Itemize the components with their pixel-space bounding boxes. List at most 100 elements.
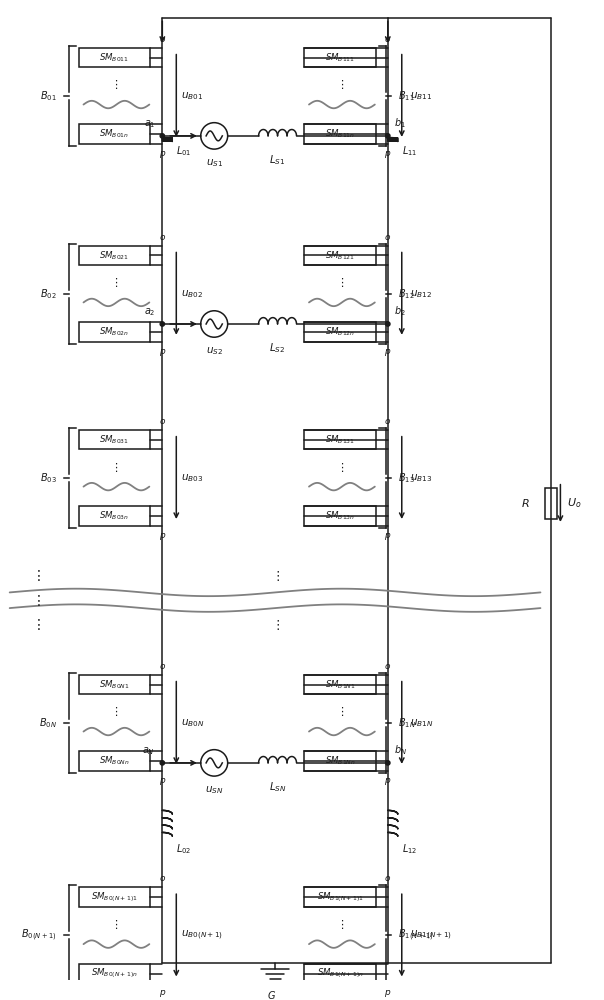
Text: $\vdots$: $\vdots$	[31, 593, 40, 608]
Bar	[79, 124, 150, 144]
Text: $SM_{B011}$: $SM_{B011}$	[100, 51, 129, 64]
Text: $u_{B02}$: $u_{B02}$	[181, 288, 204, 300]
Text: $\vdots$: $\vdots$	[31, 568, 40, 583]
Text: $o$: $o$	[159, 233, 166, 242]
Text: $B_{1N}$: $B_{1N}$	[397, 716, 416, 730]
Bar	[304, 124, 376, 144]
Bar	[304, 675, 376, 694]
Text: $B_{11}$: $B_{11}$	[397, 89, 414, 103]
Text: $u_{B11}$: $u_{B11}$	[410, 90, 432, 102]
Text: $a_1$: $a_1$	[144, 118, 155, 130]
Text: $SM_{B11n}$: $SM_{B11n}$	[325, 128, 355, 140]
Bar	[79, 506, 150, 526]
Text: $b_N$: $b_N$	[394, 743, 407, 757]
Text: $SM_{B12n}$: $SM_{B12n}$	[325, 326, 355, 338]
Text: $SM_{B13n}$: $SM_{B13n}$	[325, 510, 355, 522]
Bar	[79, 322, 150, 342]
Text: $u_{B1(N+1)}$: $u_{B1(N+1)}$	[410, 929, 452, 942]
Text: $SM_{B0Nn}$: $SM_{B0Nn}$	[99, 755, 130, 767]
Text: $\vdots$: $\vdots$	[336, 276, 344, 289]
Bar	[304, 887, 376, 907]
Text: $SM_{B0N1}$: $SM_{B0N1}$	[99, 678, 130, 691]
Bar	[79, 751, 150, 771]
Text: $\vdots$: $\vdots$	[271, 618, 280, 632]
Bar	[304, 964, 376, 983]
Text: $\vdots$: $\vdots$	[111, 918, 118, 931]
Text: $o$: $o$	[159, 35, 166, 44]
Text: $SM_{B03n}$: $SM_{B03n}$	[100, 510, 129, 522]
Bar	[79, 675, 150, 694]
Text: $u_{B0(N+1)}$: $u_{B0(N+1)}$	[181, 929, 223, 942]
Circle shape	[385, 134, 390, 138]
Text: $a_2$: $a_2$	[144, 306, 155, 318]
Text: $B_{03}$: $B_{03}$	[40, 471, 57, 485]
Text: $B_{1(N+1)}$: $B_{1(N+1)}$	[397, 928, 433, 943]
Bar	[304, 751, 376, 771]
Text: $a_N$: $a_N$	[143, 745, 155, 757]
Text: $p$: $p$	[384, 776, 391, 787]
Bar	[304, 48, 376, 67]
Text: $L_{SN}$: $L_{SN}$	[269, 781, 286, 794]
Text: $SM_{B1(N+1)n}$: $SM_{B1(N+1)n}$	[316, 967, 363, 980]
Text: $u_{S1}$: $u_{S1}$	[205, 157, 223, 169]
Text: $L_{12}$: $L_{12}$	[402, 842, 417, 856]
Text: $\vdots$: $\vdots$	[111, 78, 118, 91]
Text: $u_{B13}$: $u_{B13}$	[410, 472, 432, 484]
Text: $u_{S2}$: $u_{S2}$	[206, 346, 223, 357]
Text: $p$: $p$	[384, 149, 391, 160]
Circle shape	[385, 761, 390, 765]
Text: $o$: $o$	[384, 233, 391, 242]
Text: $o$: $o$	[384, 417, 391, 426]
Text: $G$: $G$	[266, 989, 275, 1000]
Bar	[304, 506, 376, 526]
Text: $o$: $o$	[384, 35, 391, 44]
Text: $SM_{B02n}$: $SM_{B02n}$	[100, 326, 129, 338]
Text: $o$: $o$	[384, 874, 391, 883]
Bar	[79, 887, 150, 907]
Bar	[79, 964, 150, 983]
Text: $\vdots$: $\vdots$	[336, 78, 344, 91]
Text: $p$: $p$	[384, 531, 391, 542]
Text: $\vdots$: $\vdots$	[111, 461, 118, 474]
Text: $B_{0(N+1)}$: $B_{0(N+1)}$	[21, 928, 57, 943]
Text: $B_{12}$: $B_{12}$	[397, 287, 414, 301]
Text: $p$: $p$	[159, 776, 166, 787]
Text: $u_{SN}$: $u_{SN}$	[205, 784, 223, 796]
Text: $B_{0N}$: $B_{0N}$	[39, 716, 57, 730]
Circle shape	[160, 761, 164, 765]
Text: $L_{11}$: $L_{11}$	[402, 144, 417, 158]
Text: $o$: $o$	[384, 662, 391, 671]
Text: $SM_{B021}$: $SM_{B021}$	[100, 249, 129, 262]
Text: $o$: $o$	[159, 417, 166, 426]
Text: $SM_{B121}$: $SM_{B121}$	[325, 249, 355, 262]
Text: $SM_{B1(N+1)1}$: $SM_{B1(N+1)1}$	[316, 890, 363, 904]
Text: $SM_{B111}$: $SM_{B111}$	[325, 51, 355, 64]
Text: $L_{S2}$: $L_{S2}$	[269, 342, 286, 355]
Text: $u_{B1N}$: $u_{B1N}$	[410, 717, 433, 729]
Text: $R$: $R$	[521, 497, 530, 509]
Text: $SM_{B1N1}$: $SM_{B1N1}$	[324, 678, 355, 691]
Text: $\vdots$: $\vdots$	[336, 918, 344, 931]
Text: $B_{02}$: $B_{02}$	[40, 287, 57, 301]
Text: $L_{02}$: $L_{02}$	[176, 842, 191, 856]
Text: $SM_{B1Nn}$: $SM_{B1Nn}$	[324, 755, 355, 767]
Text: $SM_{B01n}$: $SM_{B01n}$	[100, 128, 129, 140]
Circle shape	[160, 134, 164, 138]
Text: $SM_{B0(N+1)1}$: $SM_{B0(N+1)1}$	[91, 890, 138, 904]
Text: $B_{01}$: $B_{01}$	[40, 89, 57, 103]
Circle shape	[385, 322, 390, 326]
Text: $\vdots$: $\vdots$	[336, 705, 344, 718]
Text: $\vdots$: $\vdots$	[271, 569, 280, 583]
Text: $L_{S1}$: $L_{S1}$	[269, 154, 286, 167]
Bar	[545, 488, 557, 519]
Text: $\vdots$: $\vdots$	[336, 461, 344, 474]
Text: $\vdots$: $\vdots$	[31, 617, 40, 632]
Text: $p$: $p$	[159, 531, 166, 542]
Bar	[304, 430, 376, 449]
Text: $SM_{B031}$: $SM_{B031}$	[100, 433, 129, 446]
Text: $b_1$: $b_1$	[394, 116, 406, 130]
Text: $\vdots$: $\vdots$	[111, 276, 118, 289]
Text: $u_{B12}$: $u_{B12}$	[410, 288, 432, 300]
Text: $B_{13}$: $B_{13}$	[397, 471, 414, 485]
Text: $o$: $o$	[159, 662, 166, 671]
